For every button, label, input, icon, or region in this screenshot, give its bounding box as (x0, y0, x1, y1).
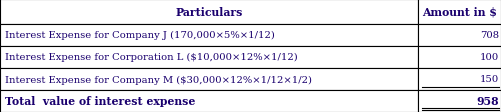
Text: 150: 150 (479, 75, 499, 84)
Bar (0, 25, 418, 46)
Bar (418, 46, 501, 68)
Text: Interest Expense for Company J (170,000×5%×1/12): Interest Expense for Company J (170,000×… (5, 31, 275, 40)
Text: 708: 708 (480, 31, 499, 40)
Bar (0, 68, 418, 90)
Text: Interest Expense for Company M ($30,000×12%×1/12×1/2): Interest Expense for Company M ($30,000×… (5, 75, 312, 84)
Bar (0, 90, 418, 112)
Text: 958: 958 (476, 96, 499, 107)
Text: Interest Expense for Corporation L ($10,000×12%×1/12): Interest Expense for Corporation L ($10,… (5, 53, 298, 62)
Text: 100: 100 (479, 53, 499, 62)
Bar (0, 0, 418, 25)
Bar (0, 46, 418, 68)
Bar (418, 68, 501, 90)
Text: Amount in $: Amount in $ (422, 7, 497, 18)
Bar (418, 90, 501, 112)
Text: Total  value of interest expense: Total value of interest expense (5, 96, 195, 107)
Bar (418, 0, 501, 25)
Text: Particulars: Particulars (175, 7, 243, 18)
Bar (418, 25, 501, 46)
